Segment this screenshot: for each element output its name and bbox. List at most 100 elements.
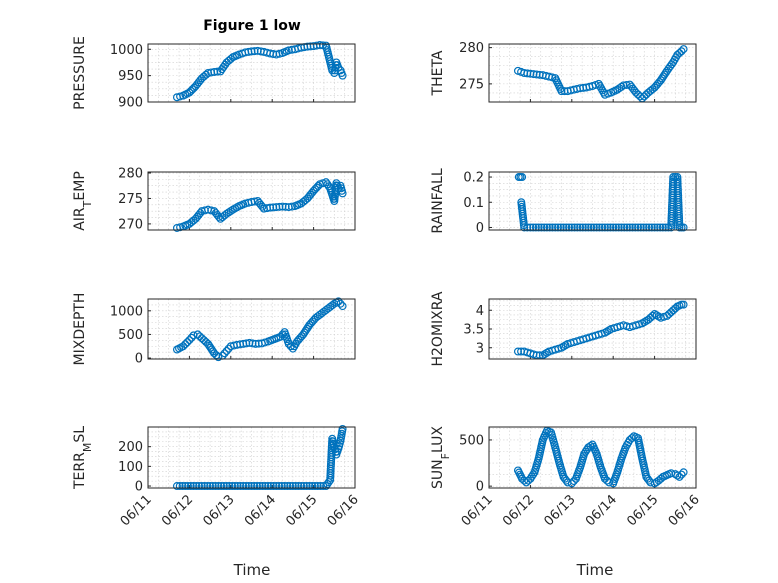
y-tick-label: 100	[118, 460, 143, 475]
data-point	[179, 342, 188, 351]
y-tick-label: 0.2	[463, 171, 484, 186]
x-tick-label: 06/14	[583, 492, 620, 529]
data-point	[291, 482, 300, 491]
data-point	[634, 223, 643, 232]
data-point	[679, 45, 688, 54]
data-point	[185, 336, 194, 345]
data-point	[647, 223, 656, 232]
y-tick-label: 0	[476, 480, 484, 495]
data-point	[609, 223, 618, 232]
data-point	[319, 482, 328, 491]
data-point	[250, 482, 259, 491]
data-point	[537, 223, 546, 232]
data-point	[334, 297, 343, 306]
data-point	[679, 223, 688, 232]
series-markers	[513, 300, 688, 360]
data-point	[677, 47, 686, 56]
data-point	[195, 482, 204, 491]
data-point	[677, 470, 686, 479]
data-point	[600, 223, 609, 232]
data-point	[656, 223, 665, 232]
data-point	[213, 67, 222, 76]
data-point	[219, 482, 228, 491]
data-point	[518, 173, 527, 182]
y-axis-label-main: AIR	[72, 207, 88, 231]
data-point	[244, 482, 253, 491]
y-axis-label-subscript: F	[439, 453, 452, 459]
data-point	[222, 346, 231, 355]
x-tick-label: 06/12	[159, 492, 196, 529]
y-axis-label: RAINFALL	[430, 168, 446, 233]
data-point	[587, 223, 596, 232]
x-tick-label: 06/13	[201, 492, 238, 529]
axis-frame	[488, 171, 697, 231]
data-point	[553, 223, 562, 232]
data-point	[255, 482, 264, 491]
data-point	[184, 482, 193, 491]
data-point	[211, 482, 220, 491]
y-tick-label: 4	[476, 304, 484, 319]
data-point	[225, 482, 234, 491]
y-tick-label: 0	[476, 221, 484, 236]
data-point	[338, 302, 347, 311]
data-point	[264, 482, 273, 491]
y-tick-label: 1000	[110, 304, 143, 319]
data-point	[673, 471, 682, 480]
data-point	[183, 338, 192, 347]
data-point	[581, 223, 590, 232]
series-markers	[513, 45, 688, 103]
data-point	[258, 202, 267, 211]
data-point	[567, 223, 576, 232]
data-point	[197, 482, 206, 491]
data-point	[316, 482, 325, 491]
data-point	[214, 212, 223, 221]
axis-frame	[488, 298, 697, 360]
data-point	[266, 482, 275, 491]
x-axis-label-left: Time	[233, 561, 271, 579]
x-tick-label: 06/14	[242, 492, 279, 529]
axis-frame	[488, 426, 697, 489]
data-point	[247, 482, 256, 491]
y-tick-label: 0	[135, 352, 143, 367]
series-markers	[172, 178, 347, 232]
data-point	[313, 482, 322, 491]
data-point	[226, 207, 235, 216]
data-point	[277, 482, 286, 491]
data-point	[176, 223, 185, 232]
series-markers	[514, 173, 688, 232]
data-point	[606, 223, 615, 232]
y-tick-label: 275	[118, 192, 143, 207]
data-point	[617, 82, 626, 91]
data-point	[622, 223, 631, 232]
data-point	[636, 223, 645, 232]
data-point	[562, 223, 571, 232]
data-point	[631, 223, 640, 232]
series-markers	[513, 426, 688, 488]
data-point	[258, 482, 267, 491]
data-point	[669, 177, 678, 186]
data-point	[679, 468, 688, 477]
data-point	[338, 71, 347, 80]
data-point	[567, 479, 576, 488]
y-axis-label: THETA	[430, 50, 446, 96]
axis-frame	[147, 426, 356, 489]
series-markers	[172, 424, 347, 491]
data-point	[645, 223, 654, 232]
data-point	[625, 223, 634, 232]
y-axis-label: SUNFLUX	[430, 426, 452, 489]
data-point	[230, 482, 239, 491]
data-point	[551, 223, 560, 232]
data-point	[338, 424, 347, 433]
y-tick-label: 270	[118, 217, 143, 232]
data-point	[576, 223, 585, 232]
data-point	[589, 223, 598, 232]
data-point	[224, 208, 233, 217]
y-axis-label-rest: EMP	[72, 171, 88, 200]
x-tick-label: 06/15	[283, 492, 320, 529]
data-point	[308, 482, 317, 491]
y-tick-label: 0.1	[463, 196, 484, 211]
data-point	[526, 223, 535, 232]
x-tick-label: 06/12	[500, 492, 537, 529]
data-point	[675, 472, 684, 481]
